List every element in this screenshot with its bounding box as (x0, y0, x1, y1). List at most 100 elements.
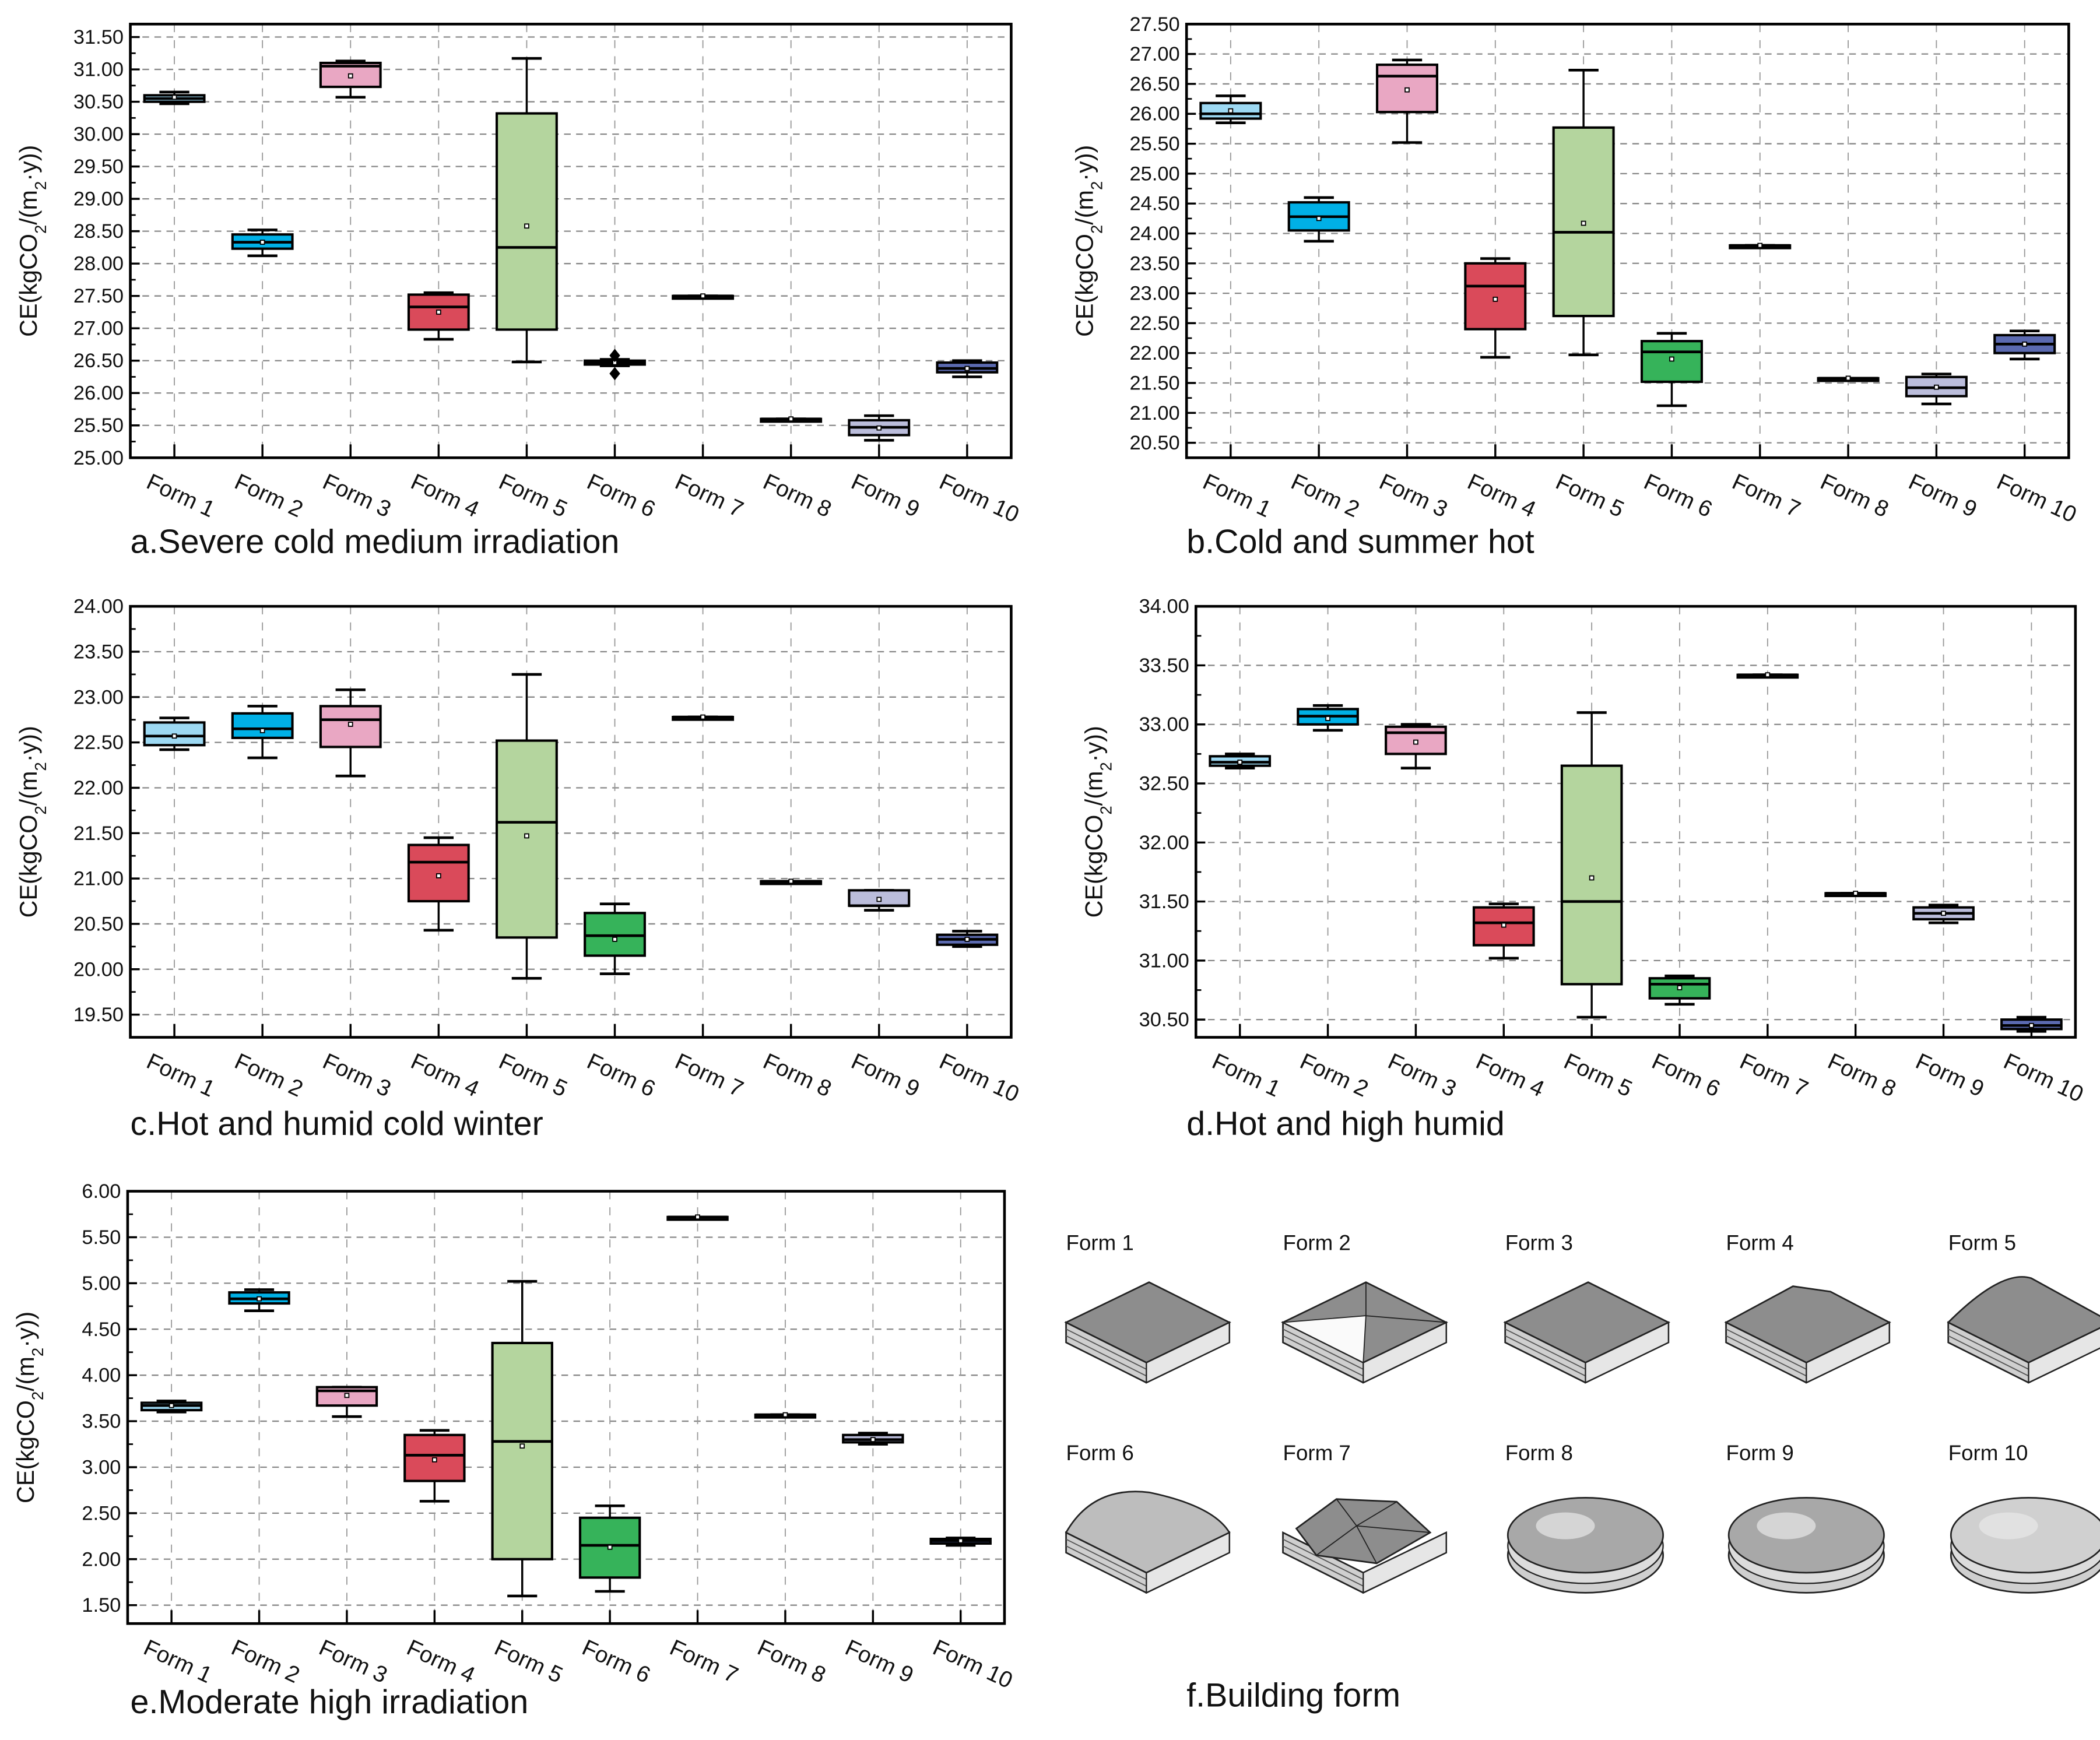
mean-marker (1237, 760, 1243, 765)
y-tick-label: 31.50 (1139, 891, 1189, 913)
building-form-4-icon (1724, 1285, 1891, 1384)
mean-marker (612, 937, 617, 942)
mean-marker (1669, 356, 1674, 362)
x-tick-label: Form 5 (490, 1635, 566, 1688)
y-tick-label: 21.00 (1130, 402, 1180, 424)
y-axis-label-part: CE(kgCO (1071, 234, 1098, 337)
y-tick-label: 29.50 (73, 156, 124, 178)
x-tick-label: Form 8 (1824, 1049, 1899, 1102)
x-tick-label: Form 10 (936, 469, 1023, 528)
chart-title: d.Hot and high humid (1186, 1105, 1505, 1143)
x-tick-label: Form 10 (1993, 469, 2080, 528)
mean-marker (1934, 384, 1939, 390)
mean-marker (700, 293, 705, 299)
boxplot-chart-e: 1.50 2.00 2.50 3.00 3.50 4.00 4.50 5.00 5.50 6.00… (12, 1180, 1016, 1721)
building-form-label: Form 10 (1948, 1441, 2028, 1465)
box-form-3 (1375, 58, 1439, 144)
x-tick-label: Form 1 (143, 469, 219, 522)
x-tick-label: Form 6 (1640, 469, 1716, 522)
y-tick-label: 20.50 (1130, 432, 1180, 454)
x-tick-label: Form 6 (578, 1635, 654, 1688)
box-form-2 (231, 705, 294, 760)
x-tick-label: Form 6 (583, 1049, 659, 1102)
y-axis-label-part: CE(kgCO (15, 234, 42, 337)
mean-marker (524, 833, 529, 839)
building-form-5-icon (1947, 1276, 2100, 1384)
mean-marker (607, 1544, 613, 1550)
chart-title: e.Moderate high irradiation (131, 1683, 529, 1721)
box-form-3 (319, 59, 382, 99)
y-axis-label-part: CE(kgCO (15, 815, 42, 918)
mean-marker (2029, 1022, 2034, 1028)
mean-marker (876, 425, 882, 431)
y-axis-label-part: ·y)) (15, 726, 42, 762)
y-tick-label: 25.50 (1130, 133, 1180, 155)
building-form-8-icon (1506, 1497, 1664, 1594)
mean-marker (1589, 875, 1595, 881)
building-form-label: Form 3 (1505, 1231, 1573, 1255)
y-axis-label-part: 2 (1087, 225, 1105, 234)
y-tick-label: 33.00 (1139, 713, 1189, 736)
charts-group: 25.0025.5026.0026.5027.0027.5028.0028.50… (12, 13, 2087, 1721)
y-tick-label: 25.00 (1130, 163, 1180, 185)
y-tick-label: 22.50 (73, 732, 124, 754)
box-iqr (1472, 906, 1535, 947)
plot-frame (129, 604, 1013, 1039)
box-form-7 (1736, 672, 1799, 679)
box-form-4 (407, 836, 470, 932)
chart-title: a.Severe cold medium irradiation (131, 523, 620, 560)
box-form-7 (672, 293, 735, 300)
x-tick-label: Form 2 (231, 469, 307, 522)
box-form-3 (319, 688, 382, 778)
y-tick-label: 30.50 (73, 91, 124, 113)
outlier-marker (609, 349, 620, 363)
building-form-label: Form 1 (1066, 1231, 1134, 1255)
box-form-9 (842, 1432, 904, 1446)
mean-marker (876, 897, 882, 902)
x-tick-label: Form 7 (666, 1635, 742, 1688)
y-tick-label: 26.50 (1130, 73, 1180, 95)
y-tick-label: 26.00 (1130, 103, 1180, 125)
building-form-10-icon (1950, 1497, 2100, 1594)
building-form-label: Form 2 (1283, 1231, 1351, 1255)
y-tick-label: 21.50 (73, 822, 124, 845)
mean-marker (171, 94, 177, 100)
box-iqr (491, 1341, 553, 1560)
box-form-4 (1472, 902, 1535, 960)
y-tick-label: 26.00 (73, 382, 124, 405)
y-axis-label-part: 2 (29, 1391, 47, 1400)
y-tick-label: 3.00 (82, 1456, 121, 1478)
y-tick-label: 19.50 (73, 1004, 124, 1026)
y-axis-label-part: CE(kgCO (1081, 815, 1108, 918)
x-tick-label: Form 9 (847, 1049, 923, 1102)
x-tick-label: Form 2 (227, 1635, 303, 1688)
box-form-6 (584, 902, 646, 975)
mean-marker (1501, 922, 1506, 928)
x-tick-label: Form 9 (841, 1635, 917, 1688)
box-iqr (1464, 262, 1527, 331)
box-form-6 (584, 349, 646, 381)
box-form-2 (228, 1288, 290, 1313)
outlier-marker (609, 367, 620, 381)
box-form-10 (2000, 1015, 2063, 1033)
x-tick-label: Form 6 (1648, 1049, 1724, 1102)
building-form-label: Form 8 (1505, 1441, 1573, 1465)
y-tick-label: 1.50 (82, 1594, 121, 1616)
y-tick-label: 21.00 (73, 868, 124, 890)
y-axis-label-part: 2 (31, 181, 49, 190)
box-iqr (1560, 764, 1623, 986)
y-tick-label: 30.50 (1139, 1009, 1189, 1031)
building-panel-title: f.Building form (1186, 1677, 1400, 1714)
y-tick-label: 25.00 (73, 447, 124, 469)
box-form-7 (672, 714, 735, 721)
x-tick-label: Form 8 (754, 1635, 830, 1688)
box-form-9 (1905, 372, 1968, 406)
x-tick-label: Form 9 (1905, 469, 1980, 522)
mean-marker (1765, 672, 1771, 678)
plot-frame (1185, 23, 2070, 459)
box-form-9 (848, 414, 911, 442)
x-tick-label: Form 2 (231, 1049, 307, 1102)
y-tick-label: 30.00 (73, 124, 124, 146)
mean-marker (524, 223, 529, 229)
y-axis-label-part: ·y)) (12, 1312, 39, 1348)
